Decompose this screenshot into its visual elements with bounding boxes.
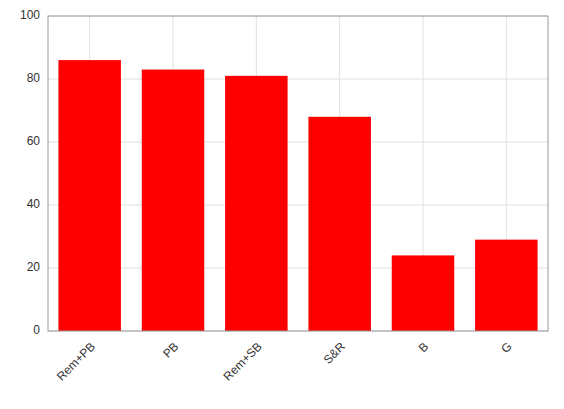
x-tick-label: Rem+SB: [221, 339, 265, 383]
bar: [392, 255, 455, 331]
chart-container: 0 20 40 60 80 100 Rem+PB PB Rem+SB S&R B G: [0, 0, 564, 409]
bar: [142, 70, 205, 331]
y-tick-label: 100: [20, 8, 40, 22]
plot: 0 20 40 60 80 100 Rem+PB PB Rem+SB S&R B G: [20, 8, 548, 383]
bar: [475, 240, 538, 331]
y-grid-line: [48, 205, 548, 206]
bar: [308, 117, 371, 331]
y-grid-line: [48, 268, 548, 269]
y-axis: 0 20 40 60 80 100: [20, 8, 40, 337]
x-tick-label: PB: [160, 339, 181, 360]
x-tick-label: S&R: [321, 339, 349, 367]
bar: [58, 60, 120, 331]
plot-frame: [48, 16, 548, 331]
y-grid-line: [48, 142, 548, 143]
chart-svg: 0 20 40 60 80 100 Rem+PB PB Rem+SB S&R B G: [0, 0, 564, 409]
bar: [225, 76, 287, 331]
y-tick-label: 80: [27, 71, 41, 85]
x-tick-label: G: [498, 339, 515, 356]
y-tick-label: 40: [27, 197, 41, 211]
grid: [48, 16, 548, 331]
y-tick-label: 60: [27, 134, 41, 148]
y-grid-line: [48, 79, 548, 80]
x-tick-label: Rem+PB: [54, 339, 98, 383]
x-tick-label: B: [416, 339, 432, 355]
y-tick-label: 0: [33, 323, 40, 337]
bars: [58, 60, 537, 331]
y-tick-label: 20: [27, 260, 41, 274]
x-axis: Rem+PB PB Rem+SB S&R B G: [54, 339, 515, 383]
